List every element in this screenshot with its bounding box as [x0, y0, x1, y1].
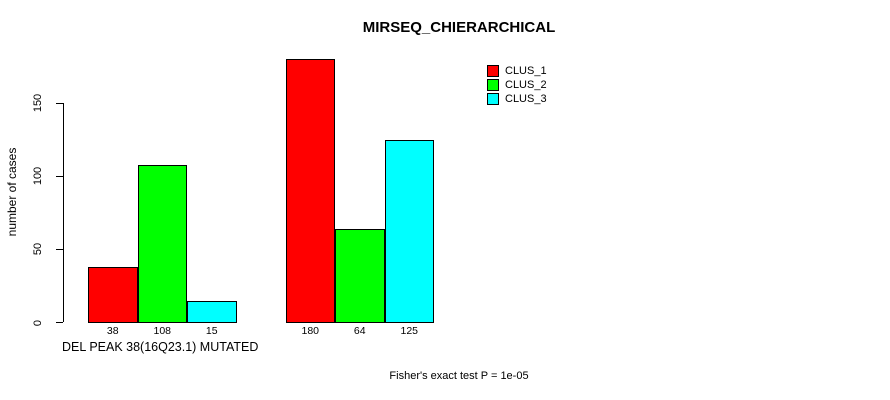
- legend-label: CLUS_2: [505, 79, 547, 91]
- legend-swatch-clus_2: [487, 79, 499, 91]
- legend-label: CLUS_3: [505, 93, 547, 105]
- fisher-test-footnote: Fisher's exact test P = 1e-05: [389, 370, 529, 382]
- x-axis-label: DEL PEAK 38(16Q23.1) MUTATED: [62, 340, 259, 354]
- y-axis-tick-label: 100: [32, 167, 44, 186]
- bar-value-label: 64: [353, 324, 366, 337]
- bar-clus_3-group1: [187, 300, 237, 324]
- legend-swatch-clus_3: [487, 93, 499, 105]
- legend-swatch-clus_1: [487, 65, 499, 77]
- bar-value-label: 180: [301, 324, 320, 337]
- y-axis-tick: [55, 102, 63, 104]
- legend-entry-clus_3: CLUS_3: [487, 92, 547, 106]
- chart-title: MIRSEQ_CHIERARCHICAL: [362, 19, 556, 36]
- y-axis-tick: [55, 175, 63, 177]
- y-axis-line: [62, 103, 64, 323]
- y-axis-tick: [55, 248, 63, 250]
- legend-entry-clus_1: CLUS_1: [487, 64, 547, 78]
- legend: CLUS_1 CLUS_2 CLUS_3: [487, 64, 547, 106]
- bar-clus_1-group2: [285, 59, 335, 324]
- y-axis-tick-label: 150: [32, 94, 44, 113]
- y-axis-tick: [55, 322, 63, 323]
- bar-value-label: 108: [153, 324, 172, 337]
- legend-entry-clus_2: CLUS_2: [487, 78, 547, 92]
- legend-label: CLUS_1: [505, 65, 547, 77]
- bar-clus_2-group1: [137, 164, 187, 324]
- bar-clus_3-group2: [384, 139, 434, 324]
- y-axis-tick-label: 50: [32, 243, 44, 256]
- bar-clus_1-group1: [88, 266, 138, 324]
- bar-value-label: 125: [400, 324, 419, 337]
- bar-value-label: 38: [106, 324, 119, 337]
- bar-clus_2-group2: [335, 228, 385, 324]
- bar-value-label: 15: [205, 324, 218, 337]
- y-axis-tick-label: 0: [32, 319, 44, 326]
